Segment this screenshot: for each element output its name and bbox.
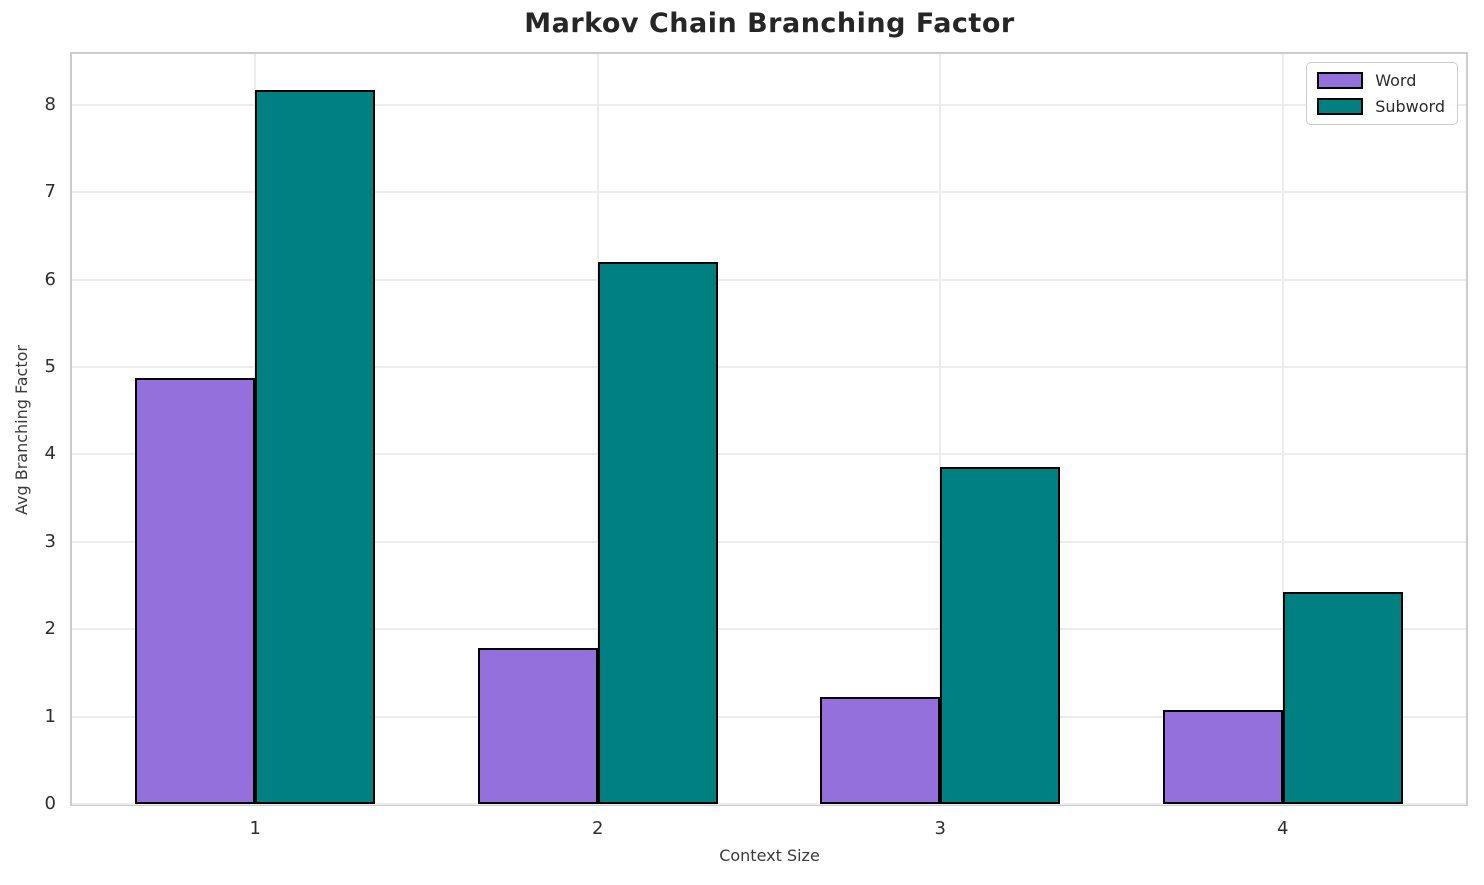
gridline-y-1 [72,715,1466,718]
bar-subword-x4 [1282,591,1403,804]
gridline-y-6 [72,278,1466,281]
x-tick-2: 2 [592,818,604,839]
y-tick-0: 0 [44,793,56,814]
y-tick-7: 7 [44,181,56,203]
bar-word-x2 [477,648,598,804]
gridline-y-5 [72,365,1466,368]
gridline-y-8 [72,103,1466,106]
y-tick-6: 6 [44,268,56,290]
y-axis-label: Avg Branching Factor [12,345,31,515]
gridline-y-3 [72,540,1466,543]
x-tick-3: 3 [934,818,946,839]
gridline-x-3 [939,54,942,804]
bar-subword-x2 [597,262,718,804]
chart-title: Markov Chain Branching Factor [524,8,1015,39]
y-tick-8: 8 [44,93,56,115]
legend-swatch-word [1317,72,1364,89]
y-tick-1: 1 [44,705,56,727]
y-tick-5: 5 [44,355,56,377]
bar-subword-x1 [255,89,376,804]
gridline-y-0 [72,803,1466,805]
y-axis-ticks: 0 1 2 3 4 5 6 7 8 [0,0,56,885]
gridline-y-7 [72,191,1466,194]
legend-swatch-subword [1317,98,1364,115]
x-axis-label: Context Size [719,846,820,865]
y-tick-3: 3 [44,530,56,552]
legend-item-word: Word [1317,71,1445,90]
x-tick-4: 4 [1277,818,1289,839]
gridline-x-4 [1281,54,1284,804]
plot-area: Word Subword [70,52,1468,806]
y-tick-4: 4 [44,443,56,465]
gridline-y-2 [72,628,1466,631]
bar-word-x3 [820,697,941,804]
gridline-y-4 [72,453,1466,456]
bar-subword-x3 [940,466,1061,804]
legend-item-subword: Subword [1317,97,1445,116]
legend-label-subword: Subword [1375,97,1445,116]
y-tick-2: 2 [44,618,56,640]
legend: Word Subword [1306,62,1458,125]
bar-word-x1 [135,378,256,804]
legend-label-word: Word [1375,71,1417,90]
bar-word-x4 [1162,709,1283,804]
x-tick-1: 1 [249,818,261,839]
